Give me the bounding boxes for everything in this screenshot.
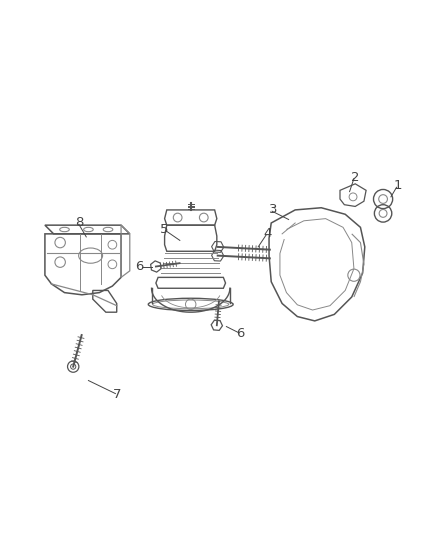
Text: 7: 7 (113, 389, 121, 401)
Text: 4: 4 (264, 228, 272, 240)
Text: 6: 6 (236, 327, 244, 341)
Text: 6: 6 (136, 260, 144, 273)
Text: 3: 3 (269, 204, 278, 216)
Text: 2: 2 (351, 171, 360, 184)
Text: 8: 8 (74, 216, 83, 230)
Text: 1: 1 (393, 180, 402, 192)
Text: 5: 5 (160, 223, 169, 236)
